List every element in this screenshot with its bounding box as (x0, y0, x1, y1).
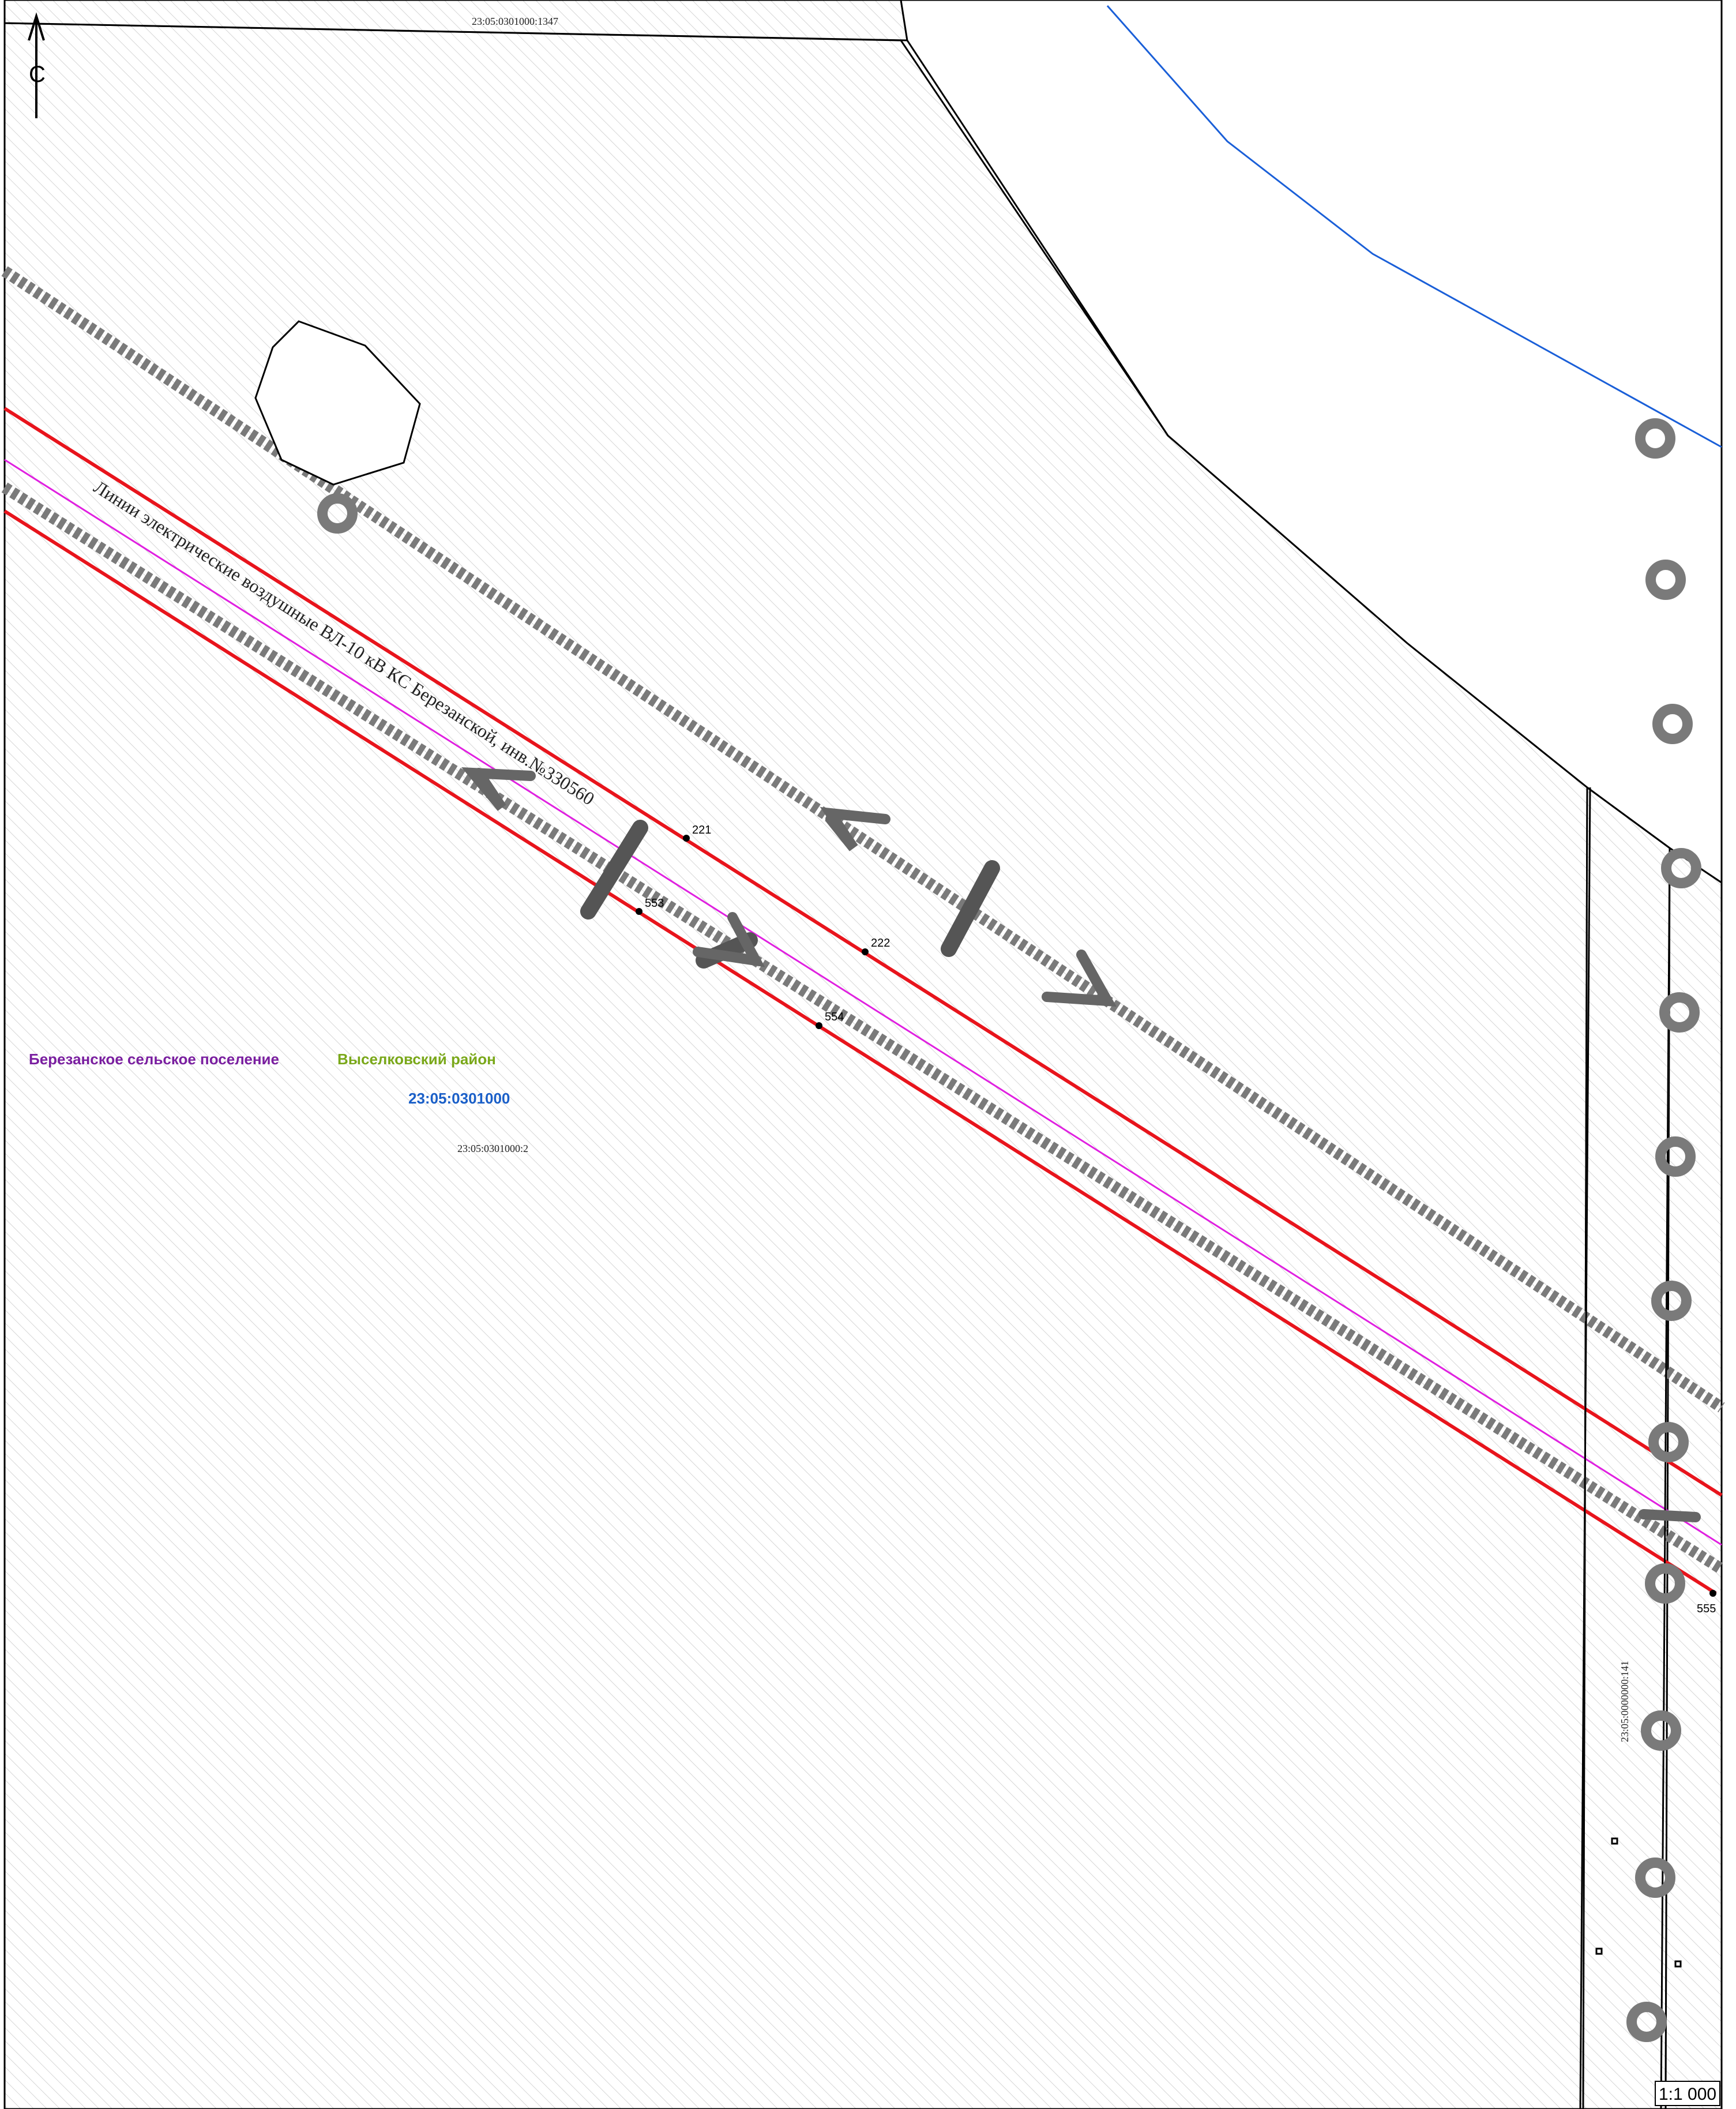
survey-marker-icon (1595, 1947, 1603, 1955)
point-221-marker (683, 835, 690, 842)
pole-icon (1652, 704, 1693, 744)
pole-icon (1626, 2002, 1667, 2042)
pole-icon (1645, 560, 1686, 600)
survey-markers (1595, 1837, 1682, 1968)
north-arrow-label: С (29, 62, 46, 87)
pole-icon (1635, 1857, 1675, 1898)
point-555-marker (1709, 1590, 1716, 1597)
pole-icon (317, 493, 358, 534)
point-555-label: 555 (1697, 1603, 1716, 1615)
parcel-main-label: 23:05:0301000:2 (457, 1143, 528, 1154)
power-line-axis (4, 459, 1722, 1546)
survey-marker-icon (1674, 1960, 1682, 1968)
pole-icon (1641, 1710, 1681, 1751)
map-frame (3, 0, 1723, 2109)
survey-marker-icon (1611, 1837, 1618, 1845)
parcel-top-label: 23:05:0301000:1347 (472, 16, 558, 27)
pole-icon (1635, 418, 1675, 459)
boundary-points[interactable] (636, 835, 1716, 1597)
octagon-marker[interactable] (254, 320, 421, 486)
pole-icon (1651, 1281, 1692, 1321)
pole-icon (1645, 1563, 1685, 1604)
north-arrow-icon (28, 12, 45, 41)
north-arrow: С (28, 12, 46, 118)
pole-icon (1659, 992, 1700, 1033)
point-221-label: 221 (692, 824, 711, 836)
scale-label: 1:1 000 (1659, 2085, 1716, 2104)
point-554-marker (816, 1022, 822, 1029)
point-554-label: 554 (825, 1011, 844, 1023)
point-553-marker (636, 908, 642, 915)
crossing-bar-icon (580, 820, 648, 920)
unregistered-area (901, 0, 1722, 883)
pole-icon (1661, 848, 1701, 888)
arrow-icon (820, 807, 890, 851)
pole-symbols (317, 418, 1701, 2042)
water-boundary-line (1106, 5, 1722, 448)
parcel-strip-label: 23:05:0000000:141 (1619, 1661, 1630, 1742)
strip-boundary-west (1579, 787, 1591, 2109)
arrow-icon (461, 767, 536, 811)
pole-icon (1655, 1136, 1696, 1177)
strip-boundary-east (1660, 847, 1671, 2109)
crossing-bar-icon (941, 860, 1000, 957)
point-222-marker (862, 948, 869, 955)
pole-icon (1648, 1422, 1689, 1462)
point-553-label: 553 (645, 897, 664, 910)
arrow-icon (693, 912, 765, 967)
protection-zone-boundary-south (3, 509, 1717, 1595)
district-label: Выселковский район (337, 1050, 496, 1068)
direction-arrows (461, 767, 1701, 1522)
quarter-label: 23:05:0301000 (408, 1090, 510, 1107)
settlement-label: Березанское сельское поселение (29, 1050, 279, 1068)
point-222-label: 222 (871, 937, 890, 950)
scale-box: 1:1 000 (1655, 2081, 1720, 2106)
arrow-icon (1639, 1509, 1701, 1522)
arrow-icon (1042, 950, 1117, 1007)
utility-line-lower (1, 482, 1725, 1574)
